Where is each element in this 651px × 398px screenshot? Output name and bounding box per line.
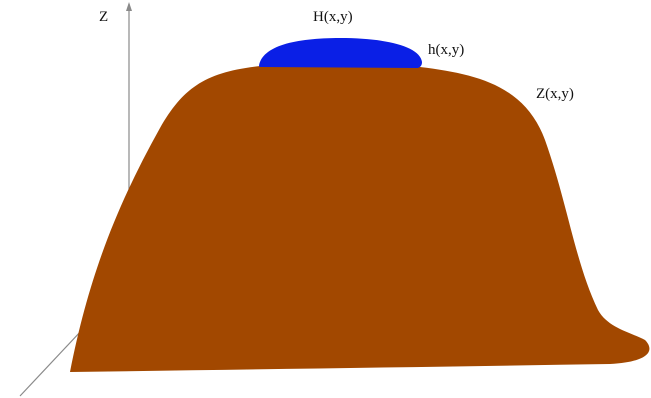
ice-cap-shape <box>259 38 422 68</box>
surface-elevation-label: H(x,y) <box>313 9 353 25</box>
z-axis-label: Z <box>99 9 108 25</box>
z-axis-arrow-icon <box>126 2 132 11</box>
z-axis <box>126 2 132 205</box>
bed-elevation-label: Z(x,y) <box>536 86 574 102</box>
ice-thickness-label: h(x,y) <box>428 42 464 58</box>
terrain-bed-shape <box>70 66 650 372</box>
oblique-axis-line <box>19 329 83 397</box>
